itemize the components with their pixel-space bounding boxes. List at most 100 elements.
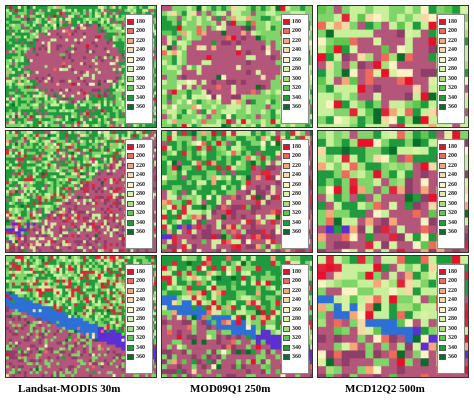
legend-label: 200 — [292, 278, 301, 285]
legend-label: 300 — [292, 75, 301, 82]
legend-swatch — [127, 143, 134, 150]
legend-item: 180 — [439, 142, 463, 152]
caption-column-1: Landsat-MODIS 30m — [18, 383, 121, 395]
legend-swatch — [439, 287, 446, 294]
legend-label: 320 — [292, 335, 301, 342]
legend-label: 300 — [448, 75, 457, 82]
legend-label: 240 — [292, 47, 301, 54]
legend-swatch — [283, 66, 290, 73]
legend-label: 220 — [292, 37, 301, 44]
legend-item: 300 — [283, 324, 307, 334]
legend: 180 200 220 240 260 280 300 320 340 360 — [125, 14, 153, 124]
legend-item: 280 — [283, 190, 307, 200]
legend-swatch — [283, 162, 290, 169]
caption-column-2: MOD09Q1 250m — [190, 383, 271, 395]
legend-label: 360 — [292, 229, 301, 236]
legend: 180 200 220 240 260 280 300 320 340 360 — [125, 264, 153, 374]
legend-item: 260 — [283, 305, 307, 315]
legend-label: 260 — [292, 181, 301, 188]
legend-swatch — [127, 287, 134, 294]
legend-item: 260 — [439, 180, 463, 190]
legend-item: 320 — [439, 209, 463, 219]
legend-label: 200 — [136, 153, 145, 160]
legend-swatch — [283, 316, 290, 323]
legend-label: 340 — [292, 219, 301, 226]
legend-label: 360 — [136, 354, 145, 361]
legend-label: 260 — [448, 306, 457, 313]
legend-label: 220 — [448, 287, 457, 294]
legend-label: 240 — [448, 297, 457, 304]
legend-item: 360 — [127, 228, 151, 238]
legend-swatch — [283, 143, 290, 150]
legend-item: 220 — [283, 286, 307, 296]
legend: 180 200 220 240 260 280 300 320 340 360 — [125, 139, 153, 249]
legend-label: 260 — [136, 181, 145, 188]
legend-label: 220 — [292, 162, 301, 169]
legend-label: 340 — [448, 344, 457, 351]
legend-swatch — [127, 316, 134, 323]
legend-label: 180 — [448, 268, 457, 275]
legend-item: 360 — [283, 228, 307, 238]
legend-label: 180 — [292, 18, 301, 25]
legend-item: 340 — [439, 93, 463, 103]
legend-swatch — [439, 210, 446, 217]
legend-label: 200 — [292, 153, 301, 160]
legend-item: 180 — [127, 142, 151, 152]
legend-swatch — [283, 28, 290, 35]
legend-label: 320 — [136, 85, 145, 92]
legend-label: 280 — [136, 316, 145, 323]
legend-swatch — [439, 172, 446, 179]
legend-label: 280 — [448, 66, 457, 73]
legend-swatch — [283, 210, 290, 217]
legend-item: 180 — [439, 267, 463, 277]
legend-swatch — [127, 28, 134, 35]
legend-swatch — [439, 219, 446, 226]
map-panel-r1-c1: 180 200 220 240 260 280 300 320 340 360 — [5, 5, 157, 128]
legend-label: 220 — [448, 37, 457, 44]
legend-item: 260 — [127, 180, 151, 190]
legend-swatch — [439, 344, 446, 351]
map-panel-r2-c3: 180 200 220 240 260 280 300 320 340 360 — [317, 130, 469, 253]
legend-item: 260 — [283, 55, 307, 65]
legend-item: 200 — [283, 277, 307, 287]
legend-label: 360 — [136, 229, 145, 236]
legend-label: 320 — [136, 335, 145, 342]
legend-swatch — [283, 56, 290, 63]
legend-swatch — [127, 104, 134, 111]
legend-item: 280 — [127, 65, 151, 75]
legend-swatch — [127, 47, 134, 54]
legend-swatch — [127, 335, 134, 342]
legend-label: 300 — [136, 75, 145, 82]
legend-label: 200 — [136, 28, 145, 35]
legend-label: 360 — [448, 104, 457, 111]
legend-label: 260 — [448, 56, 457, 63]
legend-swatch — [283, 191, 290, 198]
legend-label: 260 — [292, 56, 301, 63]
legend-item: 280 — [127, 190, 151, 200]
legend-item: 320 — [283, 209, 307, 219]
legend-item: 300 — [127, 324, 151, 334]
map-panel-r1-c3: 180 200 220 240 260 280 300 320 340 360 — [317, 5, 469, 128]
legend-swatch — [283, 153, 290, 160]
legend-item: 300 — [283, 74, 307, 84]
legend-item: 240 — [283, 171, 307, 181]
legend-swatch — [127, 210, 134, 217]
legend-label: 180 — [136, 268, 145, 275]
legend-item: 200 — [283, 27, 307, 37]
legend-item: 320 — [127, 334, 151, 344]
legend-label: 300 — [292, 200, 301, 207]
legend: 180 200 220 240 260 280 300 320 340 360 — [281, 264, 309, 374]
legend: 180 200 220 240 260 280 300 320 340 360 — [281, 139, 309, 249]
legend-label: 340 — [448, 219, 457, 226]
legend-item: 360 — [283, 103, 307, 113]
map-panel-r3-c3: 180 200 220 240 260 280 300 320 340 360 — [317, 255, 469, 378]
map-panel-r2-c2: 180 200 220 240 260 280 300 320 340 360 — [161, 130, 313, 253]
legend-swatch — [127, 37, 134, 44]
legend-item: 240 — [283, 296, 307, 306]
legend-item: 220 — [127, 161, 151, 171]
legend-item: 180 — [127, 267, 151, 277]
legend-swatch — [439, 143, 446, 150]
legend-swatch — [127, 94, 134, 101]
legend-item: 180 — [283, 267, 307, 277]
legend-swatch — [283, 219, 290, 226]
